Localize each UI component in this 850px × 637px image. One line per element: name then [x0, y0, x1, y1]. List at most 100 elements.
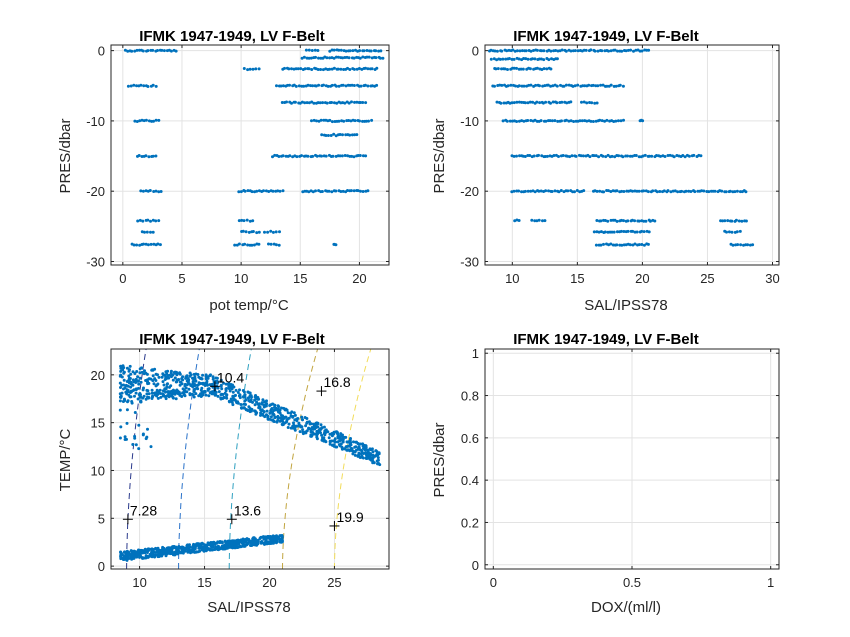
data-point	[611, 189, 615, 193]
data-point	[493, 49, 497, 53]
y-tick-label: -30	[460, 254, 479, 269]
data-point	[738, 229, 742, 233]
data-point	[158, 392, 162, 395]
data-point	[622, 219, 625, 223]
data-point	[593, 101, 597, 105]
data-point	[187, 387, 191, 391]
data-point	[327, 436, 331, 440]
data-point	[237, 242, 241, 246]
data-point	[266, 535, 270, 538]
data-point	[680, 189, 684, 193]
data-point	[317, 83, 321, 87]
data-point	[374, 56, 378, 60]
data-point	[341, 133, 344, 137]
data-point	[257, 67, 261, 71]
data-point	[151, 83, 155, 87]
data-point	[216, 394, 220, 398]
data-point	[663, 155, 667, 158]
data-point	[268, 537, 272, 541]
axes-box	[110, 348, 390, 570]
data-point	[533, 57, 537, 61]
data-point	[723, 219, 727, 223]
data-point	[594, 154, 598, 158]
data-point	[339, 432, 343, 436]
x-tick-labels: 0 5 10 15 20	[119, 45, 367, 286]
data-point	[592, 230, 596, 234]
isoline-label: 7.28	[130, 502, 157, 518]
data-point	[322, 83, 325, 87]
data-point	[352, 84, 356, 87]
data-point	[233, 541, 236, 545]
data-point	[356, 454, 360, 458]
data-point	[559, 83, 562, 87]
data-point	[130, 401, 134, 405]
data-point	[139, 189, 143, 193]
data-point	[274, 243, 278, 247]
data-point	[526, 119, 530, 122]
data-point	[330, 101, 334, 104]
x-tick-label: 20	[635, 271, 649, 286]
data-point	[302, 84, 306, 88]
data-point	[206, 375, 210, 379]
data-point	[522, 119, 526, 123]
data-point	[347, 56, 351, 60]
data-point	[321, 68, 325, 72]
data-point	[335, 101, 339, 105]
data-point	[118, 399, 122, 403]
data-point	[138, 371, 142, 375]
data-point	[231, 390, 235, 394]
data-point	[259, 540, 263, 544]
data-point	[374, 449, 378, 453]
data-point	[296, 424, 300, 428]
y-tick-label: -10	[86, 114, 105, 129]
data-point	[133, 119, 137, 123]
data-point	[156, 553, 160, 557]
data-point	[210, 542, 214, 546]
data-point	[556, 119, 560, 123]
data-point	[332, 132, 336, 136]
data-point	[365, 454, 369, 458]
data-point	[238, 388, 241, 392]
data-point	[594, 243, 598, 247]
data-point	[275, 534, 278, 538]
subplot-title: IFMK 1947-1949, LV F-Belt	[513, 331, 699, 348]
data-point	[156, 373, 159, 377]
data-point	[265, 413, 268, 417]
data-point	[225, 396, 229, 400]
data-point	[269, 242, 273, 246]
data-point	[669, 190, 673, 194]
data-point	[597, 155, 601, 159]
data-point	[126, 49, 130, 53]
data-point	[131, 389, 135, 392]
data-point	[352, 189, 356, 193]
data-point	[188, 543, 191, 547]
x-axis-label: DOX/(ml/l)	[591, 599, 661, 616]
data-point	[610, 154, 614, 158]
data-point	[127, 557, 131, 560]
data-point	[256, 540, 260, 543]
data-point	[138, 367, 142, 371]
data-point	[241, 389, 245, 392]
data-point	[546, 83, 550, 87]
data-point	[162, 49, 166, 53]
data-point	[170, 392, 174, 396]
data-point	[188, 371, 192, 375]
data-point	[366, 189, 370, 193]
data-point	[500, 83, 504, 87]
data-point	[312, 422, 316, 426]
data-point	[165, 394, 169, 398]
data-point	[189, 551, 192, 555]
data-point	[132, 83, 136, 87]
data-point	[603, 230, 607, 234]
data-point	[269, 415, 273, 419]
data-point	[126, 84, 130, 88]
data-point	[146, 49, 150, 53]
data-point	[185, 383, 189, 387]
data-point	[330, 83, 334, 87]
data-point	[335, 445, 339, 449]
data-point	[149, 377, 153, 381]
data-point	[227, 385, 231, 388]
data-point	[507, 57, 511, 60]
data-point	[381, 56, 385, 60]
data-point	[498, 57, 502, 61]
